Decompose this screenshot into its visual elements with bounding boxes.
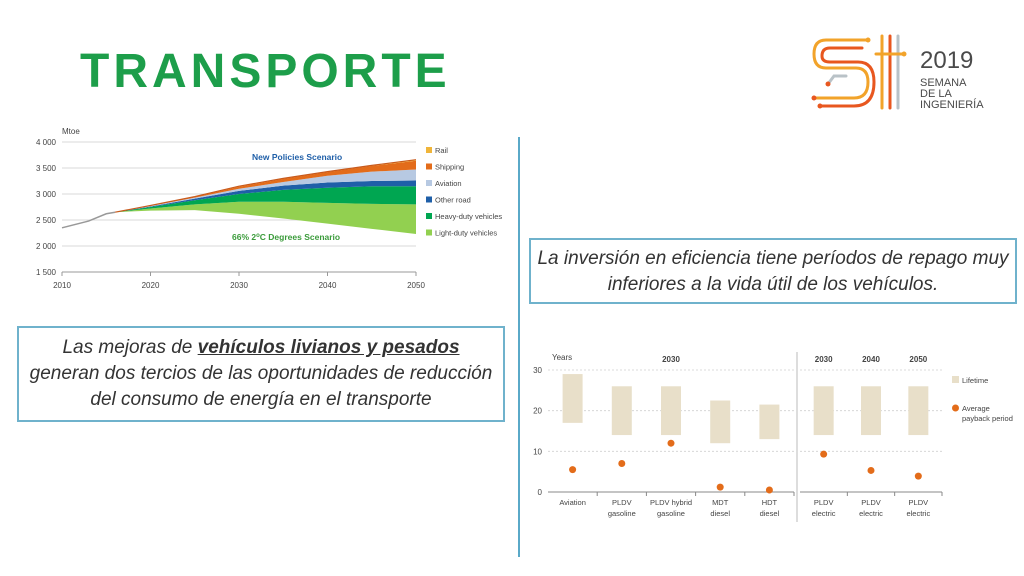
legend-label: Rail	[435, 146, 448, 155]
category-sublabel: gasoline	[608, 509, 636, 518]
x-tick-label: 2050	[407, 281, 425, 290]
y-tick-label: 1 500	[36, 268, 57, 277]
category-label: Aviation	[559, 498, 586, 507]
category-sublabel: electric	[906, 509, 930, 518]
area-heavy-duty-vehicles	[115, 186, 416, 213]
lifetime-bar	[759, 404, 780, 440]
logo-line3: INGENIERÍA	[920, 98, 984, 111]
group-header: 2030	[662, 355, 680, 364]
legend-swatch	[426, 229, 432, 236]
payback-point	[765, 486, 773, 494]
lifetime-bar	[861, 386, 881, 436]
legend-swatch-lifetime	[952, 376, 959, 383]
callout-left-bold: vehículos livianos y pesados	[197, 337, 460, 358]
page-title: TRANSPORTE	[80, 45, 451, 98]
lifetime-bar	[710, 400, 731, 444]
callout-right: La inversión en eficiencia tiene período…	[529, 238, 1017, 304]
payback-point	[618, 460, 626, 468]
area-light-duty-vehicles	[115, 201, 416, 235]
y-tick-label: 2 000	[36, 242, 57, 251]
y-tick-label: 30	[533, 366, 542, 375]
y-tick-label: 3 000	[36, 190, 57, 199]
year-header: 2050	[909, 355, 927, 364]
payback-point	[716, 483, 724, 491]
payback-point	[667, 439, 675, 447]
payback-point	[914, 472, 922, 480]
category-label: PLDV	[909, 498, 929, 507]
new-policies-line	[114, 159, 417, 213]
legend-label: Light-duty vehicles	[435, 229, 497, 238]
payback-point	[867, 466, 875, 474]
legend-label: Aviation	[435, 179, 462, 188]
category-label: PLDV	[861, 498, 881, 507]
x-tick-label: 2030	[230, 281, 248, 290]
y-tick-label: 4 000	[36, 138, 57, 147]
legend-label: Other road	[435, 196, 471, 205]
legend-label-payback-2: payback period	[962, 414, 1013, 423]
lifetime-bar	[562, 374, 583, 423]
x-tick-label: 2040	[319, 281, 337, 290]
y-tick-label: 20	[533, 407, 542, 416]
logo-year: 2019	[920, 47, 973, 74]
x-tick-label: 2010	[53, 281, 71, 290]
legend-swatch-payback	[952, 404, 959, 412]
y-tick-label: 0	[538, 488, 543, 497]
category-label: PLDV	[814, 498, 834, 507]
annotation-new-policies: New Policies Scenario	[252, 152, 342, 162]
category-sublabel: gasoline	[657, 509, 685, 518]
callout-left: Las mejoras de vehículos livianos y pesa…	[17, 326, 505, 422]
legend-label: Shipping	[435, 163, 464, 172]
y-tick-label: 10	[533, 447, 542, 456]
lifetime-bar	[611, 386, 632, 436]
transport-energy-area-chart: 1 500 2 000 2 500 3 000 3 500 4 000 Mtoe 2010 20…	[36, 127, 502, 290]
y-axis-title: Mtoe	[62, 127, 80, 136]
legend-label-lifetime: Lifetime	[962, 376, 988, 385]
area-other-road	[115, 180, 416, 213]
legend-swatch	[426, 163, 432, 170]
category-sublabel: electric	[812, 509, 836, 518]
category-label: PLDV	[612, 498, 632, 507]
year-header: 2030	[815, 355, 833, 364]
y-axis-title: Years	[552, 353, 572, 362]
callout-left-post: generan dos tercios de las oportunidades…	[29, 363, 493, 410]
legend-label-payback-1: Average	[962, 404, 990, 413]
category-label: HDT	[762, 498, 778, 507]
category-sublabel: diesel	[760, 509, 780, 518]
category-label: MDT	[712, 498, 729, 507]
y-tick-label: 3 500	[36, 164, 57, 173]
logo-line1: SEMANA	[920, 77, 967, 89]
lifetime-bar	[661, 386, 681, 436]
semana-ingenieria-logo: 2019 SEMANA DE LA INGENIERÍA	[811, 34, 984, 111]
legend-swatch	[426, 147, 432, 153]
logo-line2: DE LA	[920, 88, 952, 100]
area-aviation	[115, 169, 416, 213]
area-shipping	[115, 160, 416, 213]
lifetime-bar	[908, 386, 929, 436]
legend-swatch	[426, 180, 432, 186]
x-tick-label: 2020	[142, 281, 160, 290]
historical-line	[61, 211, 116, 229]
category-sublabel: diesel	[710, 509, 730, 518]
lifetime-bar	[813, 386, 834, 436]
vertical-divider	[518, 137, 520, 557]
category-sublabel: electric	[859, 509, 883, 518]
callout-left-pre: Las mejoras de	[62, 337, 198, 358]
year-header: 2040	[862, 355, 880, 364]
payback-point	[569, 466, 577, 474]
legend-label: Heavy-duty vehicles	[435, 212, 502, 221]
annotation-2c-scenario: 66% 2oC Degrees Scenario	[232, 232, 340, 242]
payback-point	[820, 450, 828, 458]
y-tick-label: 2 500	[36, 216, 57, 225]
category-label: PLDV hybrid	[650, 498, 692, 507]
legend-swatch	[426, 196, 432, 203]
legend-swatch	[426, 213, 432, 219]
